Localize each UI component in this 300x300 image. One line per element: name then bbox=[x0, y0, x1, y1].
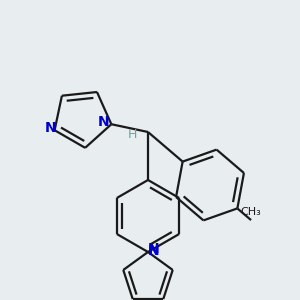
Text: CH₃: CH₃ bbox=[241, 207, 261, 217]
Text: N: N bbox=[148, 242, 160, 256]
Text: N: N bbox=[148, 244, 160, 258]
Text: H: H bbox=[127, 128, 137, 140]
Text: N: N bbox=[98, 115, 109, 129]
Text: N: N bbox=[45, 121, 56, 135]
